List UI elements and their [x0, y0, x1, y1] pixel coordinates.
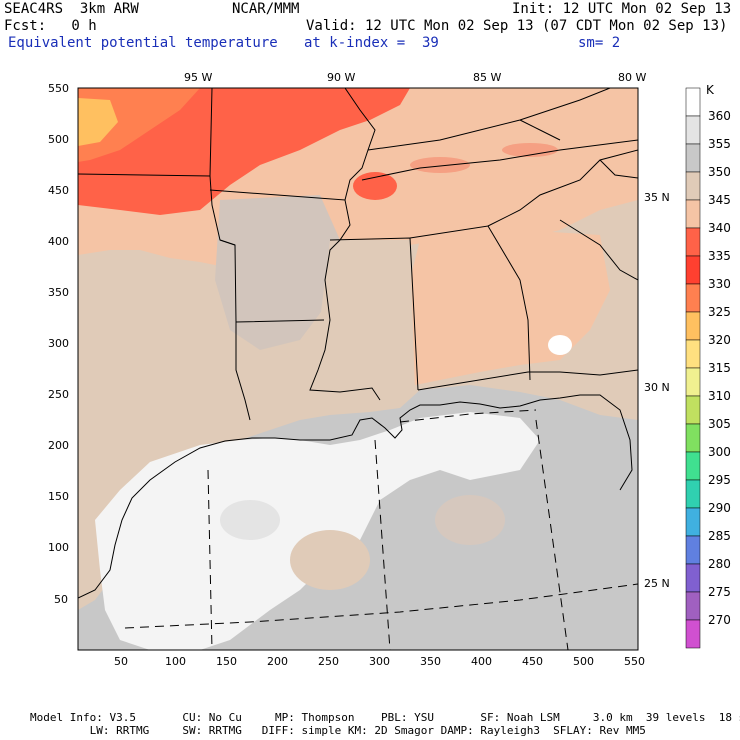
y-tick-label: 550 — [48, 82, 69, 95]
x-tick-label: 350 — [420, 655, 441, 668]
x-tick-label: 300 — [369, 655, 390, 668]
colorbar-cell — [685, 339, 701, 369]
colorbar-label: 330 — [708, 277, 731, 291]
colorbar-cell — [685, 479, 701, 509]
colorbar-label: 335 — [708, 249, 731, 263]
y-tick-label: 100 — [48, 541, 69, 554]
map-plot — [77, 87, 639, 651]
colorbar-label: 355 — [708, 137, 731, 151]
latitude-label: 30 N — [644, 381, 670, 394]
field-region-345 — [320, 240, 415, 400]
field-region-320 — [78, 98, 118, 146]
latitude-label: 35 N — [644, 191, 670, 204]
colorbar-label: 350 — [708, 165, 731, 179]
latitude-label: 25 N — [644, 577, 670, 590]
colorbar-cell — [685, 227, 701, 257]
x-tick-label: 500 — [573, 655, 594, 668]
colorbar-cell — [685, 563, 701, 593]
y-tick-label: 150 — [48, 490, 69, 503]
colorbar-unit: K — [706, 83, 714, 97]
field-spot-360 — [548, 335, 572, 355]
x-tick-label: 450 — [522, 655, 543, 668]
x-tick-label: 250 — [318, 655, 339, 668]
colorbar — [685, 87, 701, 649]
valid-time: Valid: 12 UTC Mon 02 Sep 13 (07 CDT Mon … — [306, 18, 728, 34]
x-tick-label: 50 — [114, 655, 128, 668]
y-tick-label: 350 — [48, 286, 69, 299]
colorbar-cell — [685, 87, 701, 117]
colorbar-cell — [685, 507, 701, 537]
colorbar-cell — [685, 451, 701, 481]
model-info-line2: LW: RRTMG SW: RRTMG DIFF: simple KM: 2D … — [30, 724, 646, 737]
colorbar-label: 305 — [708, 417, 731, 431]
longitude-label: 85 W — [473, 71, 502, 84]
colorbar-cell — [685, 367, 701, 397]
field-spot-335 — [502, 143, 558, 157]
colorbar-cell — [685, 311, 701, 341]
colorbar-label: 300 — [708, 445, 731, 459]
colorbar-label: 290 — [708, 501, 731, 515]
colorbar-cell — [685, 171, 701, 201]
colorbar-label: 315 — [708, 361, 731, 375]
forecast-hour: Fcst: 0 h — [4, 18, 97, 34]
x-tick-label: 100 — [165, 655, 186, 668]
state-borders — [78, 88, 638, 421]
colorbar-cell — [685, 619, 701, 649]
x-tick-label: 550 — [624, 655, 645, 668]
map-frame — [77, 87, 639, 651]
init-time: Init: 12 UTC Mon 02 Sep 13 — [512, 1, 732, 17]
colorbar-label: 360 — [708, 109, 731, 123]
field-spot-348 — [435, 495, 505, 545]
longitude-label: 80 W — [618, 71, 647, 84]
field-spot-345 — [290, 530, 370, 590]
coastline — [78, 394, 633, 599]
y-tick-label: 400 — [48, 235, 69, 248]
level-label: at k-index = 39 — [304, 35, 439, 51]
field-spot-355 — [220, 500, 280, 540]
field-region-350 — [215, 195, 340, 350]
model-info-line1: Model Info: V3.5 CU: No Cu MP: Thompson … — [30, 711, 740, 724]
colorbar-label: 345 — [708, 193, 731, 207]
x-tick-label: 200 — [267, 655, 288, 668]
y-tick-label: 500 — [48, 133, 69, 146]
longitude-label: 95 W — [184, 71, 213, 84]
field-spot-335 — [410, 157, 470, 173]
colorbar-label: 295 — [708, 473, 731, 487]
longitude-label: 90 W — [327, 71, 356, 84]
lat-lon-grid — [124, 409, 638, 650]
y-tick-label: 250 — [48, 388, 69, 401]
y-tick-label: 200 — [48, 439, 69, 452]
colorbar-label: 320 — [708, 333, 731, 347]
colorbar-label: 280 — [708, 557, 731, 571]
colorbar-label: 285 — [708, 529, 731, 543]
colorbar-label: 270 — [708, 613, 731, 627]
field-name: Equivalent potential temperature — [8, 35, 278, 51]
x-tick-label: 150 — [216, 655, 237, 668]
colorbar-cell — [685, 199, 701, 229]
y-tick-label: 50 — [54, 593, 68, 606]
colorbar-label: 340 — [708, 221, 731, 235]
colorbar-cell — [685, 283, 701, 313]
x-tick-label: 400 — [471, 655, 492, 668]
colorbar-label: 310 — [708, 389, 731, 403]
y-tick-label: 450 — [48, 184, 69, 197]
smoothing-label: sm= 2 — [578, 35, 621, 51]
colorbar-label: 275 — [708, 585, 731, 599]
colorbar-cell — [685, 423, 701, 453]
colorbar-cell — [685, 115, 701, 145]
colorbar-label: 325 — [708, 305, 731, 319]
organization-label: NCAR/MMM — [232, 1, 300, 17]
model-title: SEAC4RS 3km ARW — [4, 1, 139, 17]
colorbar-cell — [685, 591, 701, 621]
field-region-360 — [95, 412, 540, 650]
field-spot-330 — [353, 172, 397, 200]
colorbar-cell — [685, 255, 701, 285]
colorbar-cell — [685, 395, 701, 425]
colorbar-cell — [685, 143, 701, 173]
y-tick-label: 300 — [48, 337, 69, 350]
colorbar-cell — [685, 535, 701, 565]
